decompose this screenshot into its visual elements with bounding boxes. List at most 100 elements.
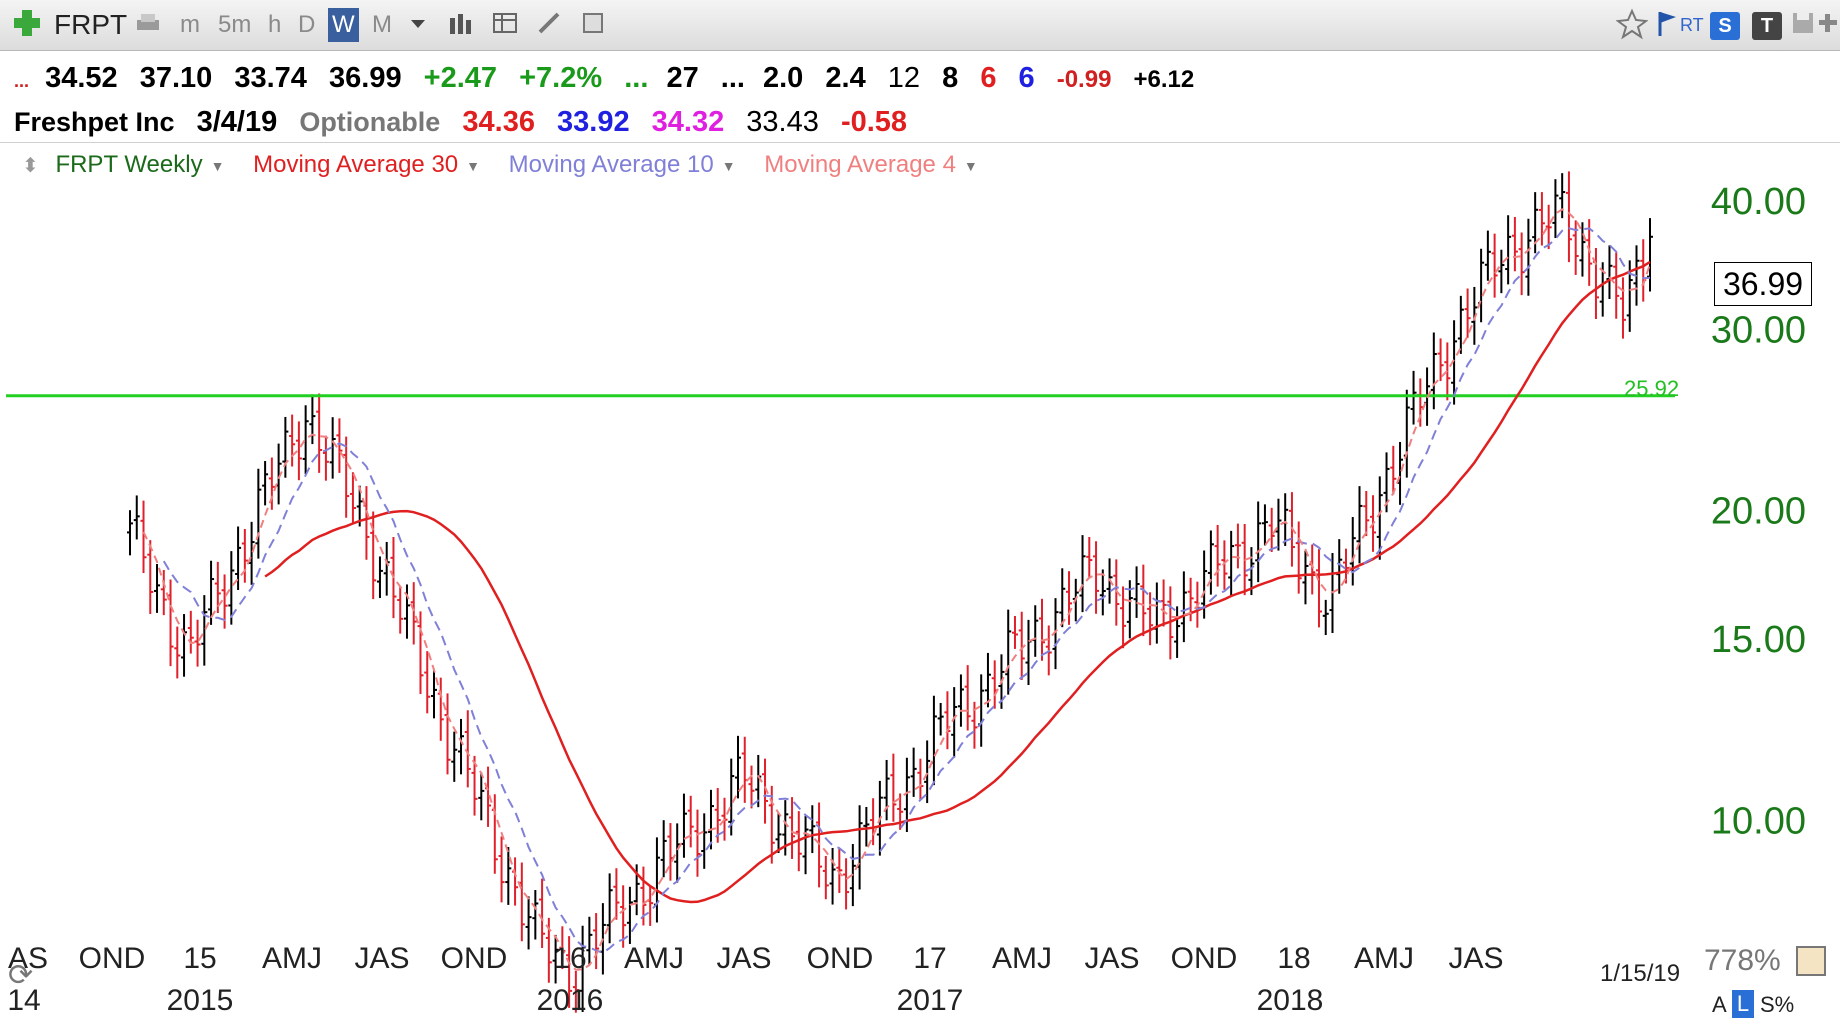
info-row: Freshpet Inc 3/4/19 Optionable 34.36 33.…	[14, 102, 921, 142]
x-tick-label: JAS	[716, 942, 771, 975]
legend-ma4[interactable]: Moving Average 4	[764, 151, 956, 178]
pencil-icon[interactable]	[534, 8, 564, 42]
company-name: Freshpet Inc	[14, 107, 175, 137]
ellipsis: ...	[624, 62, 649, 94]
toolbar: FRPT m 5m h D W M RT S	[0, 0, 1840, 51]
ma30-value: 34.36	[462, 106, 535, 138]
t-label: T	[1760, 15, 1774, 37]
x-tick-label: OND	[79, 942, 146, 975]
add-window-icon[interactable]	[1818, 8, 1838, 42]
ellipsis: ...	[720, 62, 745, 94]
legend-ma10[interactable]: Moving Average 10	[508, 151, 714, 178]
change-value: +2.47	[423, 62, 498, 94]
x-tick-label: 16	[553, 942, 586, 975]
chevron-down-icon[interactable]: ▼	[466, 157, 480, 174]
t-button[interactable]: T	[1752, 12, 1782, 40]
ma10-line[interactable]	[162, 227, 1651, 954]
y-tick-label: 20.00	[1711, 491, 1806, 533]
divider	[0, 142, 1840, 143]
x-tick-label: AMJ	[624, 942, 684, 975]
zoom-level[interactable]: 778%	[1704, 944, 1781, 977]
x-year-label: 2015	[167, 984, 234, 1017]
refresh-icon[interactable]: ⟳	[8, 959, 34, 992]
chevron-down-icon[interactable]: ▼	[963, 157, 978, 174]
x-tick-label: OND	[807, 942, 874, 975]
interval-m[interactable]: m	[180, 11, 200, 38]
sort-arrows-icon[interactable]: ⬍	[22, 155, 39, 177]
date-label: 1/15/19	[1600, 960, 1681, 987]
line-value-label: 25.92	[1624, 376, 1680, 401]
legend-main[interactable]: FRPT Weekly	[55, 151, 203, 178]
legend-ma30[interactable]: Moving Average 30	[253, 151, 459, 178]
x-tick-label: AMJ	[1354, 942, 1414, 975]
pos-value: +6.12	[1133, 66, 1195, 93]
bottom-l[interactable]: L	[1732, 990, 1754, 1018]
save-icon[interactable]	[1790, 8, 1816, 42]
price-box: 36.99	[1714, 262, 1812, 306]
change-pct-value: +7.2%	[519, 62, 603, 94]
bottom-a[interactable]: A	[1712, 992, 1727, 1017]
chevron-down-icon[interactable]: ▼	[210, 157, 225, 174]
ma4-line[interactable]	[142, 208, 1651, 971]
flag-icon[interactable]	[1654, 8, 1680, 42]
note-icon[interactable]	[578, 8, 608, 42]
value-8: 8	[942, 62, 959, 94]
interval-d[interactable]: D	[298, 11, 316, 38]
price-label: 36.99	[1722, 266, 1804, 302]
star-icon[interactable]	[1615, 8, 1649, 42]
ellipsis: ...	[14, 71, 30, 91]
chevron-down-icon[interactable]	[408, 8, 428, 42]
x-year-label: 2017	[897, 984, 964, 1017]
y-tick-label: 10.00	[1711, 800, 1806, 842]
bar-chart-icon[interactable]	[446, 8, 476, 42]
x-tick-label: JAS	[1448, 942, 1503, 975]
value-6-blue: 6	[1018, 62, 1035, 94]
quote-date: 3/4/19	[196, 106, 278, 138]
s-button[interactable]: S	[1710, 12, 1740, 40]
open-value: 34.52	[45, 62, 118, 94]
x-tick-label: AMJ	[992, 942, 1052, 975]
s-label: S	[1718, 15, 1732, 37]
y-tick-label: 15.00	[1711, 619, 1806, 661]
diff-value: -0.58	[840, 106, 908, 138]
value-2-0: 2.0	[763, 62, 804, 94]
optionable-label: Optionable	[299, 107, 441, 137]
x-tick-label: OND	[441, 942, 508, 975]
x-year-label: 2016	[537, 984, 604, 1017]
low-value: 33.74	[234, 62, 307, 94]
y-tick-label: 30.00	[1711, 309, 1806, 351]
value-6-red: 6	[980, 62, 997, 94]
chevron-down-icon[interactable]: ▼	[721, 157, 736, 174]
ma30-line[interactable]	[264, 260, 1651, 904]
value-27: 27	[666, 62, 699, 94]
pencil-icon[interactable]	[1796, 946, 1826, 976]
value-2-4: 2.4	[825, 62, 866, 94]
x-tick-label: JAS	[354, 942, 409, 975]
printer-icon[interactable]	[133, 8, 163, 42]
symbol-input[interactable]: FRPT	[54, 9, 128, 40]
x-tick-label: AMJ	[262, 942, 322, 975]
x-tick-label: OND	[1171, 942, 1238, 975]
ma4-value: 34.32	[651, 106, 725, 138]
close-value: 36.99	[329, 62, 402, 94]
other-value: 33.43	[746, 106, 819, 138]
y-tick-label: 40.00	[1711, 181, 1806, 223]
interval-w[interactable]: W	[328, 8, 359, 42]
x-tick-label: 18	[1277, 942, 1310, 975]
value-12: 12	[887, 62, 921, 94]
bottom-s[interactable]: S%	[1760, 992, 1795, 1017]
x-tick-label: 15	[183, 942, 216, 975]
interval-5m[interactable]: 5m	[218, 11, 252, 38]
add-icon[interactable]	[12, 8, 42, 42]
neg-value: -0.99	[1056, 66, 1112, 93]
interval-h[interactable]: h	[268, 11, 282, 38]
interval-month[interactable]: M	[372, 11, 392, 38]
quote-row: ... 34.52 37.10 33.74 36.99 +2.47 +7.2% …	[14, 58, 1208, 98]
x-year-label: 2018	[1257, 984, 1324, 1017]
x-tick-label: 17	[913, 942, 946, 975]
table-icon[interactable]	[490, 8, 520, 42]
high-value: 37.10	[139, 62, 213, 94]
x-tick-label: JAS	[1084, 942, 1139, 975]
rt-label[interactable]: RT	[1680, 15, 1704, 35]
